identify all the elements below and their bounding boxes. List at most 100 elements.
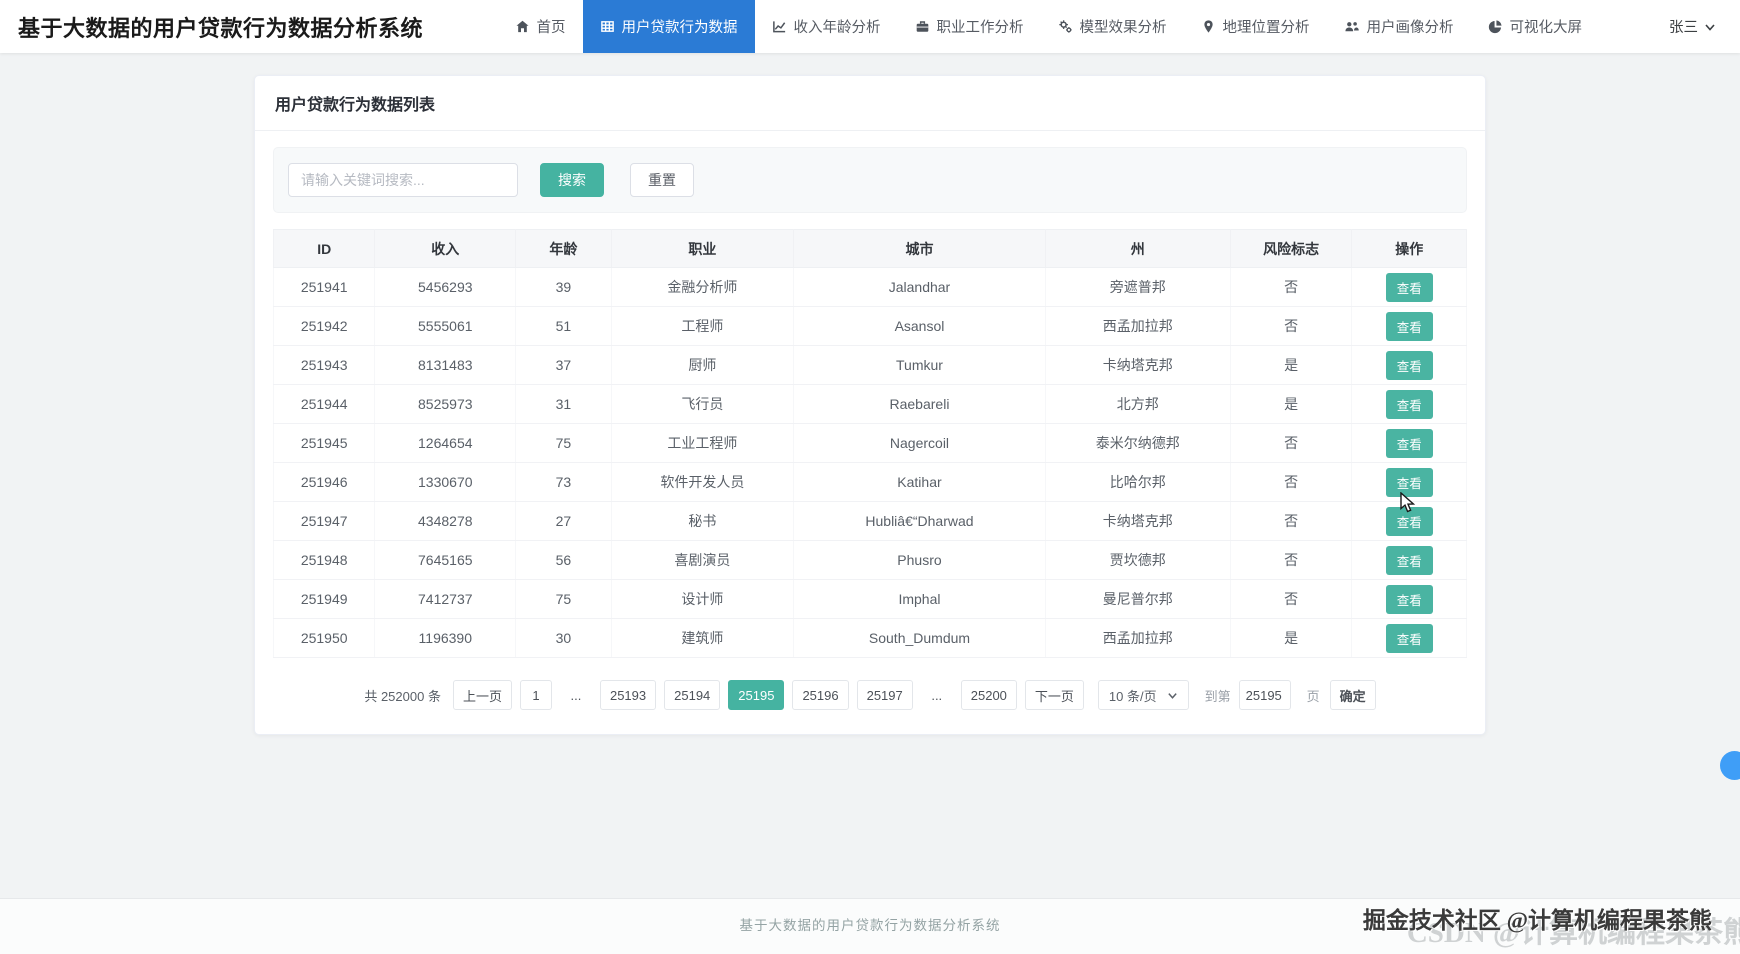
nav-item-geo[interactable]: 地理位置分析 bbox=[1184, 0, 1327, 53]
cell-city: Phusro bbox=[793, 540, 1046, 580]
cell-risk: 否 bbox=[1230, 462, 1353, 502]
cell-id: 251950 bbox=[272, 618, 376, 658]
cell-id: 251949 bbox=[272, 579, 376, 619]
cell-id: 251942 bbox=[272, 306, 376, 346]
cell-city: Katihar bbox=[793, 462, 1046, 502]
cell-income: 7645165 bbox=[374, 540, 517, 580]
cell-state: 北方邦 bbox=[1045, 384, 1231, 424]
cell-income: 1196390 bbox=[374, 618, 517, 658]
cell-job: 金融分析师 bbox=[611, 267, 795, 307]
nav-item-loan-data[interactable]: 用户贷款行为数据 bbox=[582, 0, 755, 53]
briefcase-icon bbox=[915, 19, 930, 34]
cell-city: Hubliâ€“Dharwad bbox=[793, 501, 1046, 541]
reset-button[interactable]: 重置 bbox=[630, 163, 694, 197]
cell-city: Jalandhar bbox=[793, 267, 1046, 307]
chevron-down-icon bbox=[1704, 21, 1716, 33]
table-row: 251944 8525973 31 飞行员 Raebareli 北方邦 是 查看 bbox=[272, 384, 1467, 424]
cell-risk: 否 bbox=[1230, 501, 1353, 541]
search-input[interactable] bbox=[288, 163, 518, 197]
page-button[interactable]: 25194 bbox=[664, 680, 721, 710]
view-button[interactable]: 查看 bbox=[1385, 467, 1433, 497]
data-table: ID 收入 年龄 职业 城市 州 风险标志 操作 251941 bbox=[272, 229, 1467, 658]
cell-job: 厨师 bbox=[611, 345, 795, 385]
page-button[interactable]: 下一页 bbox=[1024, 680, 1084, 710]
cell-state: 泰米尔纳德邦 bbox=[1045, 423, 1231, 463]
cell-state: 西孟加拉邦 bbox=[1045, 618, 1231, 658]
cell-id: 251944 bbox=[272, 384, 376, 424]
page-button[interactable]: ... bbox=[921, 680, 953, 710]
table-row: 251950 1196390 30 建筑师 South_Dumdum 西孟加拉邦… bbox=[272, 618, 1467, 658]
page-button[interactable]: 上一页 bbox=[452, 680, 512, 710]
nav-item-income-age[interactable]: 收入年龄分析 bbox=[755, 0, 898, 53]
page-footer: 基于大数据的用户贷款行为数据分析系统 bbox=[0, 898, 1740, 954]
floating-action-button[interactable] bbox=[1720, 751, 1740, 780]
cell-income: 1264654 bbox=[374, 423, 517, 463]
view-button[interactable]: 查看 bbox=[1385, 584, 1433, 614]
cell-state: 曼尼普尔邦 bbox=[1045, 579, 1231, 619]
cell-action: 查看 bbox=[1351, 345, 1467, 385]
view-button[interactable]: 查看 bbox=[1385, 389, 1433, 419]
cell-risk: 否 bbox=[1230, 423, 1353, 463]
users-icon bbox=[1344, 19, 1360, 34]
goto-confirm-button[interactable]: 确定 bbox=[1329, 680, 1376, 710]
nav-item-model-effect[interactable]: 模型效果分析 bbox=[1041, 0, 1184, 53]
cell-id: 251947 bbox=[272, 501, 376, 541]
cell-income: 8131483 bbox=[374, 345, 517, 385]
table-row: 251949 7412737 75 设计师 Imphal 曼尼普尔邦 否 查看 bbox=[272, 579, 1467, 619]
page-button[interactable]: 25196 bbox=[792, 680, 849, 710]
page-button[interactable]: 25193 bbox=[599, 680, 657, 710]
page-size-select[interactable]: 10 条/页 bbox=[1097, 680, 1189, 710]
nav-item-user-profile[interactable]: 用户画像分析 bbox=[1327, 0, 1471, 53]
cell-job: 工业工程师 bbox=[611, 423, 795, 463]
table-body: 251941 5456293 39 金融分析师 Jalandhar 旁遮普邦 否… bbox=[272, 267, 1467, 658]
data-list-card: 用户贷款行为数据列表 搜索 重置 ID 收入 年龄 职业 bbox=[254, 75, 1486, 735]
view-button[interactable]: 查看 bbox=[1385, 272, 1433, 302]
nav-label: 职业工作分析 bbox=[936, 20, 1024, 36]
page-button[interactable]: 25200 bbox=[960, 680, 1017, 710]
cell-action: 查看 bbox=[1351, 540, 1467, 580]
cell-age: 75 bbox=[515, 579, 612, 619]
cell-action: 查看 bbox=[1351, 618, 1467, 658]
table-row: 251945 1264654 75 工业工程师 Nagercoil 泰米尔纳德邦… bbox=[272, 423, 1467, 463]
cell-age: 31 bbox=[515, 384, 612, 424]
table-row: 251947 4348278 27 秘书 Hubliâ€“Dharwad 卡纳塔… bbox=[272, 501, 1467, 541]
table-row: 251946 1330670 73 软件开发人员 Katihar 比哈尔邦 否 … bbox=[272, 462, 1467, 502]
cell-city: Asansol bbox=[793, 306, 1046, 346]
cell-state: 比哈尔邦 bbox=[1045, 462, 1231, 502]
cell-city: Raebareli bbox=[793, 384, 1046, 424]
nav-label: 收入年龄分析 bbox=[793, 20, 881, 36]
cell-state: 旁遮普邦 bbox=[1045, 267, 1231, 307]
cell-action: 查看 bbox=[1351, 306, 1467, 346]
search-button[interactable]: 搜索 bbox=[540, 163, 604, 197]
page-button[interactable]: 1 bbox=[519, 680, 552, 710]
view-button[interactable]: 查看 bbox=[1385, 311, 1433, 341]
main-nav: 首页 用户贷款行为数据 收入年龄分析 职业工作分析 模型效果分析 bbox=[498, 0, 1600, 53]
page-size-value: 10 条/页 bbox=[1108, 688, 1157, 704]
nav-item-home[interactable]: 首页 bbox=[498, 0, 583, 53]
data-table-wrap: ID 收入 年龄 职业 城市 州 风险标志 操作 251941 bbox=[272, 229, 1467, 658]
cell-job: 软件开发人员 bbox=[611, 462, 795, 502]
cell-city: Tumkur bbox=[793, 345, 1046, 385]
view-button[interactable]: 查看 bbox=[1385, 623, 1433, 653]
footer-text: 基于大数据的用户贷款行为数据分析系统 bbox=[739, 918, 1001, 933]
nav-item-dashboard[interactable]: 可视化大屏 bbox=[1471, 0, 1600, 53]
cell-action: 查看 bbox=[1351, 267, 1467, 307]
nav-label: 用户画像分析 bbox=[1366, 20, 1454, 36]
page-button[interactable]: 25195 bbox=[728, 680, 785, 710]
view-button[interactable]: 查看 bbox=[1385, 506, 1433, 536]
pie-chart-icon bbox=[1488, 19, 1503, 34]
view-button[interactable]: 查看 bbox=[1385, 350, 1433, 380]
col-header-state: 州 bbox=[1045, 229, 1231, 268]
cell-state: 贾坎德邦 bbox=[1045, 540, 1231, 580]
user-menu[interactable]: 张三 bbox=[1599, 0, 1740, 53]
page-button[interactable]: ... bbox=[560, 680, 592, 710]
nav-label: 用户贷款行为数据 bbox=[621, 20, 738, 36]
cell-state: 卡纳塔克邦 bbox=[1045, 501, 1231, 541]
goto-page-input[interactable] bbox=[1238, 680, 1291, 710]
page-button[interactable]: 25197 bbox=[856, 680, 913, 710]
view-button[interactable]: 查看 bbox=[1385, 545, 1433, 575]
table-header-row: ID 收入 年龄 职业 城市 州 风险标志 操作 bbox=[272, 229, 1467, 268]
cell-id: 251941 bbox=[272, 267, 376, 307]
view-button[interactable]: 查看 bbox=[1385, 428, 1433, 458]
nav-item-occupation[interactable]: 职业工作分析 bbox=[898, 0, 1041, 53]
